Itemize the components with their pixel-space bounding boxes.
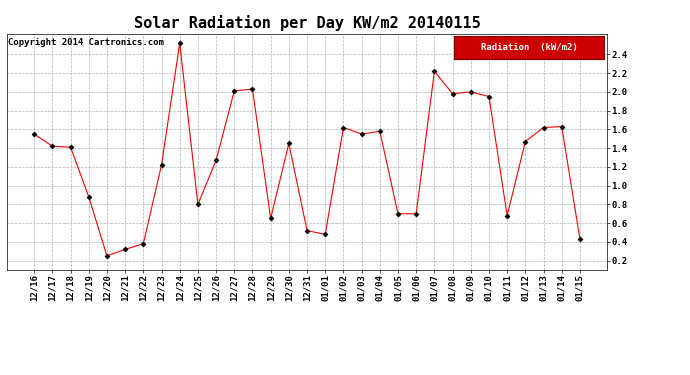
Text: Copyright 2014 Cartronics.com: Copyright 2014 Cartronics.com bbox=[8, 39, 164, 48]
Title: Solar Radiation per Day KW/m2 20140115: Solar Radiation per Day KW/m2 20140115 bbox=[134, 15, 480, 31]
